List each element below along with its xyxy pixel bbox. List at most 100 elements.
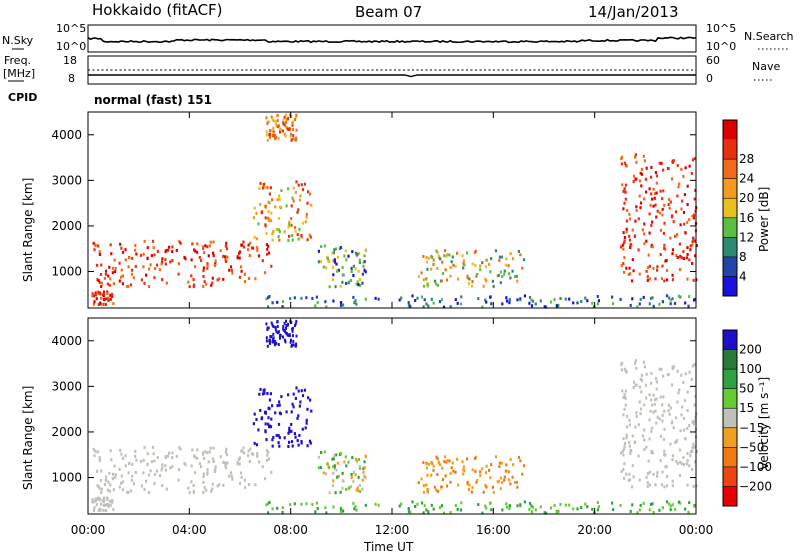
power-cell	[671, 248, 675, 252]
velocity-cell	[283, 436, 286, 440]
power-cell	[168, 245, 171, 249]
power-cell	[409, 304, 412, 308]
velocity-cell	[278, 400, 281, 404]
power-cell	[675, 234, 678, 238]
power-cell	[630, 279, 634, 283]
velocity-cell	[336, 475, 339, 479]
velocity-cell	[622, 447, 626, 451]
velocity-cell	[337, 474, 340, 478]
power-cell	[692, 278, 695, 282]
velocity-cell	[288, 333, 291, 337]
velocity-cell	[242, 446, 245, 450]
power-cell	[271, 117, 274, 121]
power-cell	[208, 244, 211, 248]
power-cell	[320, 245, 323, 248]
velocity-cell	[646, 484, 649, 488]
power-cell	[288, 220, 291, 224]
velocity-cell	[638, 400, 641, 404]
velocity-cell	[99, 508, 102, 512]
velocity-cell	[409, 510, 412, 514]
power-cell	[457, 277, 460, 281]
velocity-cell	[257, 460, 261, 464]
power-cell	[694, 254, 697, 258]
power-cell	[268, 136, 271, 139]
power-cell	[528, 295, 532, 299]
power-cell	[624, 190, 627, 194]
velocity-cell	[142, 471, 145, 475]
power-cell	[691, 262, 694, 265]
velocity-cell	[417, 481, 420, 485]
velocity-cell	[267, 502, 270, 506]
velocity-cell	[678, 388, 681, 392]
power-cell	[677, 294, 680, 298]
power-cell	[652, 266, 655, 270]
velocity-cell	[264, 422, 267, 426]
velocity-cell	[334, 491, 337, 495]
velocity-cell	[278, 411, 281, 415]
power-cell	[661, 197, 664, 201]
velocity-cell	[686, 459, 689, 462]
power-cell	[425, 277, 428, 281]
power-cell	[416, 296, 419, 300]
velocity-cell	[139, 459, 143, 463]
velocity-cell	[632, 386, 635, 389]
velocity-cell	[253, 412, 256, 416]
velocity-cell	[692, 484, 695, 488]
velocity-cell	[445, 484, 449, 488]
velocity-cell	[98, 486, 101, 490]
power-cell	[682, 257, 686, 261]
power-cell	[311, 297, 314, 300]
power-cell	[277, 137, 280, 140]
power-cell	[91, 292, 94, 296]
velocity-cell	[621, 389, 624, 393]
velocity-cell	[132, 482, 135, 486]
velocity-cell	[461, 460, 464, 464]
power-cell	[622, 262, 625, 266]
velocity-cell	[645, 396, 648, 400]
velocity-cell	[317, 455, 320, 459]
power-cell	[351, 250, 354, 254]
power-cell	[628, 217, 631, 221]
power-cell	[648, 231, 651, 235]
velocity-cell	[295, 344, 297, 348]
power-cell	[216, 278, 219, 282]
power-cell	[672, 160, 675, 164]
power-cell	[355, 302, 358, 306]
velocity-cell	[643, 448, 646, 452]
velocity-cell	[680, 413, 683, 417]
power-cell	[278, 194, 281, 198]
velocity-cell	[508, 504, 512, 508]
velocity-cell	[507, 478, 511, 482]
velocity-cell	[339, 507, 343, 510]
velocity-cell	[523, 500, 526, 504]
power-cell	[100, 285, 103, 289]
power-cell	[655, 191, 658, 195]
velocity-cell	[230, 474, 233, 478]
y-tick-label: 2000	[51, 219, 82, 233]
power-cell	[111, 266, 115, 270]
velocity-cell	[564, 503, 567, 507]
power-cell	[93, 248, 96, 252]
power-cell	[267, 120, 270, 124]
velocity-cell	[171, 451, 174, 455]
power-cell	[276, 125, 279, 129]
power-cell	[143, 281, 146, 285]
velocity-cell	[280, 395, 283, 399]
velocity-cell	[203, 457, 206, 461]
power-cell	[637, 217, 640, 221]
velocity-cell	[414, 505, 417, 508]
power-cell	[620, 264, 623, 268]
velocity-cell	[239, 471, 243, 475]
power-cell	[161, 278, 164, 282]
colorbar-segment	[723, 276, 737, 296]
velocity-cell	[111, 498, 114, 502]
velocity-cell	[632, 380, 636, 384]
velocity-cell	[671, 454, 675, 458]
velocity-cell	[282, 335, 284, 339]
velocity-cell	[652, 472, 655, 476]
velocity-cell	[269, 335, 272, 338]
velocity-cell	[512, 463, 515, 467]
velocity-cell	[659, 395, 662, 399]
velocity-cell	[658, 367, 661, 371]
power-cell	[336, 269, 339, 273]
